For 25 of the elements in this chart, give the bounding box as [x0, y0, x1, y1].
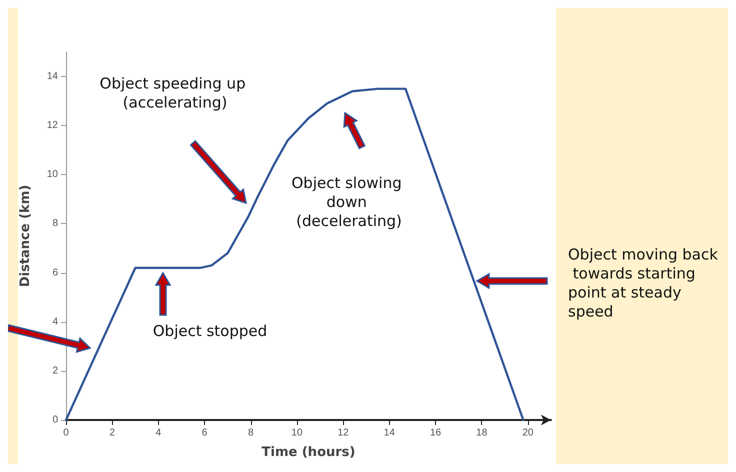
y-tick-label: 12 — [46, 120, 58, 132]
x-tick-label: 20 — [522, 428, 534, 438]
y-tick-label: 4 — [52, 316, 58, 328]
x-axis-title: Time (hours) — [262, 445, 356, 460]
annotation: Object speeding up (accelerating) — [100, 74, 250, 112]
y-tick-label: 10 — [46, 169, 58, 180]
y-axis-title: Distance (km) — [18, 184, 33, 288]
y-tick-label: 2 — [52, 365, 58, 376]
x-tick-label: 6 — [202, 428, 208, 438]
y-tick-label: 8 — [52, 218, 58, 230]
annotation: Object stopped — [152, 322, 268, 340]
x-tick-label: 16 — [430, 428, 442, 438]
text: Object moving back towards starting point at steady speed — [568, 246, 718, 320]
x-tick-label: 0 — [63, 428, 70, 438]
y-tick-label: 14 — [46, 71, 58, 82]
x-tick-label: 14 — [384, 428, 396, 438]
x-tick-label: 12 — [338, 428, 350, 438]
x-tick-label: 2 — [109, 428, 116, 438]
y-tick-label: 6 — [52, 267, 58, 278]
x-tick-label: 8 — [248, 428, 254, 438]
annotation: Object slowing down (decelerating) — [291, 174, 407, 230]
y-tick-label: 0 — [52, 414, 58, 426]
x-tick-label: 4 — [156, 428, 162, 438]
x-tick-label: 18 — [476, 428, 488, 438]
x-tick-label: 10 — [291, 428, 303, 438]
